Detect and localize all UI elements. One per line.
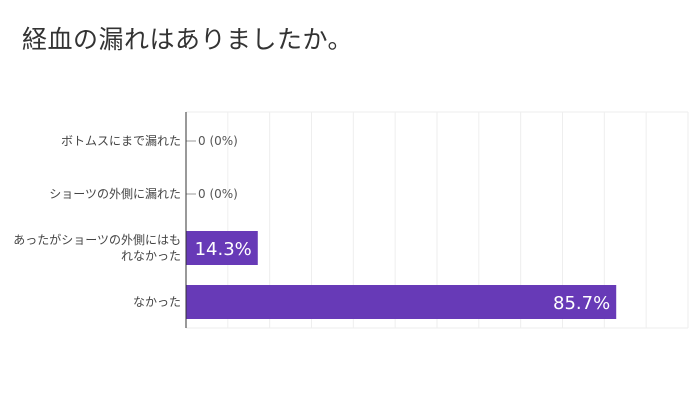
data-label: 85.7% [553,293,610,314]
category-labels: ボトムスにまで漏れたショーツの外側に漏れたあったがショーツの外側にはもれなかった… [13,134,181,309]
bar [186,285,617,319]
category-label-line: ボトムスにまで漏れた [61,134,181,148]
category-label: ショーツの外側に漏れた [49,187,181,201]
category-label: あったがショーツの外側にはもれなかった [13,232,181,263]
category-label-line: ショーツの外側に漏れた [49,187,181,201]
bars [186,140,617,319]
data-label: 0 (0%) [198,187,238,201]
category-label: ボトムスにまで漏れた [61,134,181,148]
category-label-line: あったがショーツの外側にはも [13,232,181,247]
chart-title: 経血の漏れはありましたか。 [22,25,354,54]
value-labels: 0 (0%) 0 (0%) 14.3% 85.7% [195,134,611,314]
category-label: なかった [133,295,181,309]
data-label: 0 (0%) [198,134,238,148]
data-label: 14.3% [195,239,252,260]
category-label-line: れなかった [121,249,181,263]
bar [186,231,258,265]
category-label-line: なかった [133,295,181,309]
